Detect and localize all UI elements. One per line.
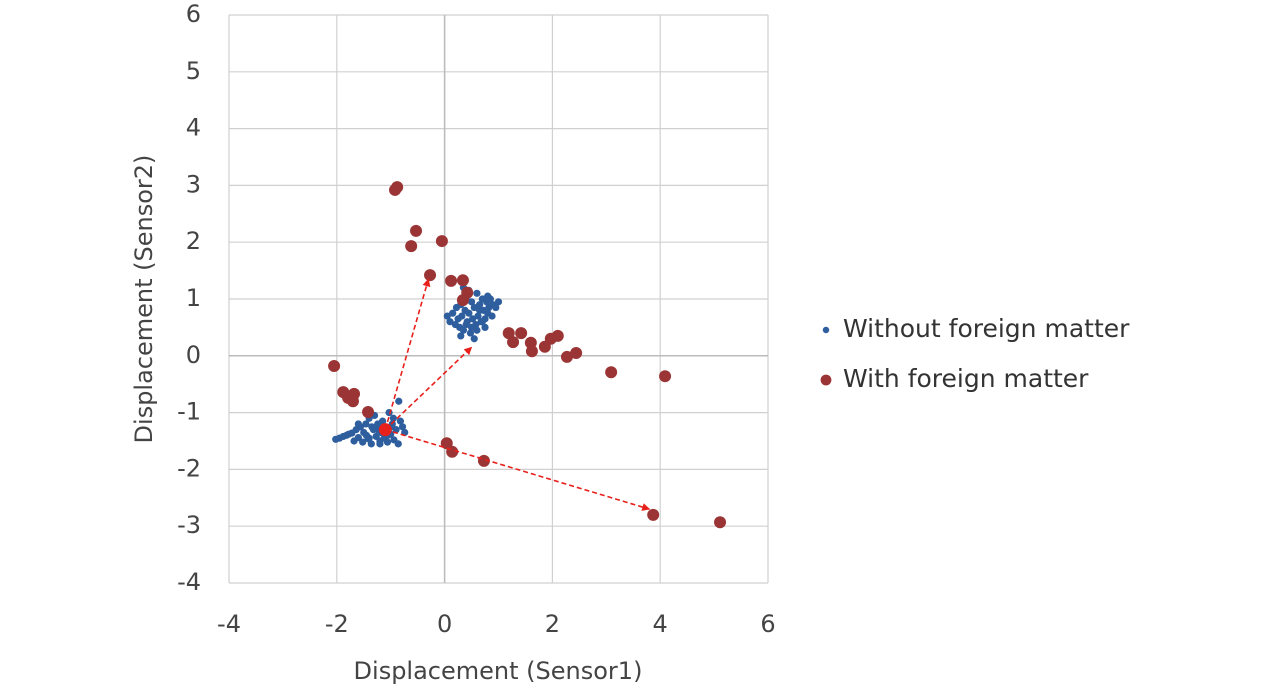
point xyxy=(507,336,520,349)
point xyxy=(383,438,392,446)
point xyxy=(467,323,476,331)
point xyxy=(515,327,528,340)
point xyxy=(362,420,370,428)
point xyxy=(376,440,384,448)
legend-label: Without foreign matter xyxy=(843,314,1130,343)
point xyxy=(570,346,583,359)
point xyxy=(458,312,466,320)
point xyxy=(476,306,484,314)
point xyxy=(396,417,405,425)
point xyxy=(367,440,375,448)
x-tick-label: -2 xyxy=(325,610,349,638)
y-tick-label: -2 xyxy=(177,454,201,482)
arrow xyxy=(384,278,431,430)
legend-marker xyxy=(822,326,830,334)
point xyxy=(346,395,359,408)
point xyxy=(605,366,618,379)
point xyxy=(488,312,496,320)
point xyxy=(354,433,362,442)
point xyxy=(410,224,423,237)
arrow xyxy=(384,346,473,431)
point xyxy=(391,181,404,194)
y-axis-title: Displacement (Sensor2) xyxy=(130,155,158,444)
x-tick-label: 0 xyxy=(437,610,452,638)
point xyxy=(362,406,375,419)
point xyxy=(368,423,376,431)
point xyxy=(457,332,465,340)
x-tick-label: 4 xyxy=(653,610,668,638)
point xyxy=(492,303,500,312)
point xyxy=(714,516,727,529)
point xyxy=(484,292,492,300)
point xyxy=(373,426,381,434)
point xyxy=(560,350,573,363)
point xyxy=(473,326,481,334)
y-tick-label: 0 xyxy=(186,341,201,369)
x-tick-label: 6 xyxy=(760,610,775,638)
point xyxy=(502,327,515,340)
point xyxy=(440,437,453,450)
point xyxy=(469,315,477,323)
point xyxy=(359,438,367,446)
point xyxy=(525,345,538,358)
y-tick-label: -1 xyxy=(177,398,201,426)
point xyxy=(478,318,486,326)
point xyxy=(494,298,503,306)
x-axis-title: Displacement (Sensor1) xyxy=(354,657,643,685)
y-tick-label: 1 xyxy=(186,284,201,312)
point xyxy=(328,360,341,373)
point xyxy=(462,320,470,329)
x-tick-label: 2 xyxy=(545,610,560,638)
arrow xyxy=(385,428,651,511)
point xyxy=(476,301,484,309)
origin-point xyxy=(378,423,392,437)
point xyxy=(459,326,468,334)
y-tick-label: -3 xyxy=(177,511,201,539)
point xyxy=(659,370,672,383)
point xyxy=(365,434,373,442)
y-tick-label: -4 xyxy=(177,568,201,596)
y-tick-label: 4 xyxy=(186,114,201,142)
point xyxy=(389,414,397,422)
y-tick-label: 6 xyxy=(186,0,201,28)
point xyxy=(470,335,478,343)
y-tick-label: 2 xyxy=(186,227,201,255)
point xyxy=(405,240,418,253)
point xyxy=(398,423,407,431)
point xyxy=(473,289,481,297)
y-tick-label: 5 xyxy=(186,57,201,85)
x-tick-label: -4 xyxy=(217,610,241,638)
point xyxy=(474,312,482,320)
point xyxy=(647,508,660,521)
point xyxy=(456,294,469,307)
point xyxy=(392,426,400,434)
point xyxy=(456,274,469,287)
point xyxy=(466,329,475,337)
point xyxy=(443,312,451,320)
point xyxy=(445,274,458,287)
point xyxy=(467,298,476,306)
point xyxy=(379,417,387,425)
point xyxy=(424,269,437,282)
y-tick-label: 3 xyxy=(186,170,201,198)
point xyxy=(481,323,489,331)
point xyxy=(446,318,454,326)
point xyxy=(551,329,564,342)
point xyxy=(354,420,362,428)
legend-label: With foreign matter xyxy=(843,364,1089,393)
point xyxy=(465,309,473,317)
point xyxy=(395,397,403,405)
legend-marker xyxy=(820,374,832,386)
point xyxy=(449,309,457,317)
point xyxy=(394,440,402,448)
point xyxy=(435,235,448,248)
point xyxy=(470,303,478,312)
